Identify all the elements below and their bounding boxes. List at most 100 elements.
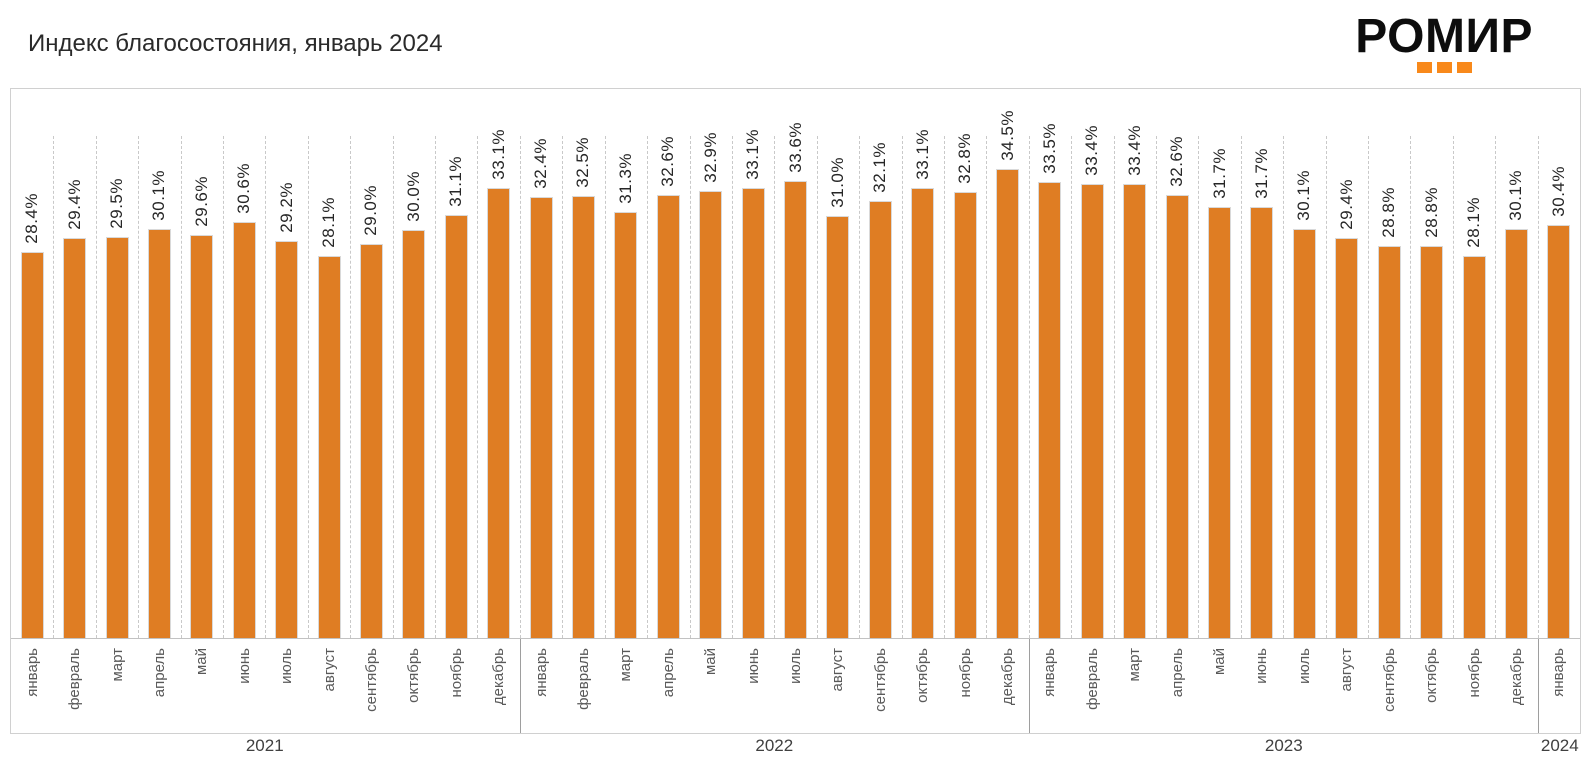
chart-title: Индекс благосостояния, январь 2024 (28, 30, 443, 57)
bar (614, 212, 638, 638)
month-label: март (108, 648, 126, 682)
month-cell: июль (265, 639, 307, 733)
bar (487, 188, 511, 638)
month-cell: август (308, 639, 350, 733)
month-label: декабрь (490, 648, 508, 706)
month-cell: май (690, 639, 732, 733)
category-gridline (350, 136, 352, 638)
month-label: май (1211, 648, 1229, 676)
category-gridline (859, 136, 861, 638)
category-gridline (1283, 136, 1285, 638)
bar-value-label: 34.5% (997, 110, 1017, 161)
bar-cell: 32.4% (520, 89, 564, 638)
bar-cell: 32.9% (690, 89, 733, 638)
bar (20, 252, 44, 638)
month-cell: январь (1538, 639, 1580, 733)
month-label: июль (1295, 648, 1313, 684)
month-cell: май (181, 639, 223, 733)
bar-cell: 33.4% (1114, 89, 1157, 638)
month-label: июль (278, 648, 296, 684)
bar (1250, 207, 1274, 638)
year-label: 2021 (245, 736, 284, 755)
year-row: 2021 2022 2023 2024 (10, 736, 1581, 756)
category-gridline (1155, 136, 1157, 638)
category-gridline (223, 136, 225, 638)
month-label: сентябрь (871, 648, 889, 712)
bar-value-label: 28.4% (22, 193, 42, 244)
month-label: январь (1550, 648, 1568, 697)
bar (868, 201, 892, 638)
bar-value-label: 29.4% (1336, 179, 1356, 230)
year-label: 2023 (1264, 736, 1303, 755)
month-label: июнь (235, 648, 253, 684)
bar-cell: 28.1% (308, 89, 352, 638)
month-cell: ноябрь (944, 639, 986, 733)
month-cell: январь (1029, 639, 1071, 733)
bar-cell: 30.6% (223, 89, 267, 638)
bar (1123, 184, 1147, 638)
bar-cell: 31.1% (435, 89, 479, 638)
category-gridline (180, 136, 182, 638)
bar-value-label: 32.1% (870, 142, 890, 193)
bar (444, 215, 468, 638)
month-cell: декабрь (477, 639, 521, 733)
bar-cell: 30.1% (1283, 89, 1327, 638)
category-gridline (1537, 136, 1539, 638)
month-label: март (617, 648, 635, 682)
month-label: апрель (150, 648, 168, 698)
month-cell: февраль (53, 639, 95, 733)
bar-cell: 33.5% (1029, 89, 1073, 638)
bar-value-label: 30.1% (1294, 170, 1314, 221)
month-label: июль (787, 648, 805, 684)
month-cell: апрель (1156, 639, 1198, 733)
category-gridline (1113, 136, 1115, 638)
bar (1292, 229, 1316, 638)
bar (1547, 225, 1571, 638)
romir-logo-dots (1355, 62, 1533, 73)
month-cell: январь (11, 639, 53, 733)
month-cell: сентябрь (1368, 639, 1410, 733)
bar-cell: 31.0% (817, 89, 861, 638)
bar (402, 230, 426, 638)
bar-value-label: 33.6% (785, 122, 805, 173)
bar-cell: 29.4% (1326, 89, 1369, 638)
bar (996, 169, 1020, 638)
bar-value-label: 30.0% (403, 171, 423, 222)
month-label: октябрь (1423, 648, 1441, 703)
month-cell: февраль (1071, 639, 1113, 733)
bar-cell: 30.0% (393, 89, 437, 638)
category-gridline (943, 136, 945, 638)
bar (1080, 184, 1104, 638)
bar-cell: 30.1% (1495, 89, 1539, 638)
bar-value-label: 29.2% (276, 182, 296, 233)
category-gridline (731, 136, 733, 638)
category-gridline (1198, 136, 1200, 638)
bar-value-label: 33.5% (1039, 123, 1059, 174)
bar-value-label: 31.1% (446, 156, 466, 207)
bar-cell: 31.7% (1241, 89, 1285, 638)
month-label: сентябрь (1380, 648, 1398, 712)
bar-cell: 28.4% (11, 89, 55, 638)
month-cell: октябрь (393, 639, 435, 733)
bar-cell: 33.4% (1071, 89, 1115, 638)
month-label: ноябрь (956, 648, 974, 698)
month-label: август (1338, 648, 1356, 692)
logo-dot (1436, 62, 1452, 73)
bar-cell: 30.4% (1538, 89, 1580, 638)
bar-cell: 29.6% (181, 89, 225, 638)
month-cell: март (1114, 639, 1156, 733)
month-cell: март (605, 639, 647, 733)
bar-value-label: 29.6% (191, 176, 211, 227)
month-label: апрель (1168, 648, 1186, 698)
bar-value-label: 30.6% (234, 163, 254, 214)
month-label: октябрь (405, 648, 423, 703)
category-gridline (1071, 136, 1073, 638)
month-label: февраль (574, 648, 592, 710)
bar (911, 188, 935, 638)
month-cell: декабрь (1495, 639, 1539, 733)
bar (1038, 182, 1062, 638)
bar-value-label: 32.6% (658, 136, 678, 187)
bar-value-label: 31.0% (827, 157, 847, 208)
category-gridline (1452, 136, 1454, 638)
month-cell: октябрь (1410, 639, 1452, 733)
